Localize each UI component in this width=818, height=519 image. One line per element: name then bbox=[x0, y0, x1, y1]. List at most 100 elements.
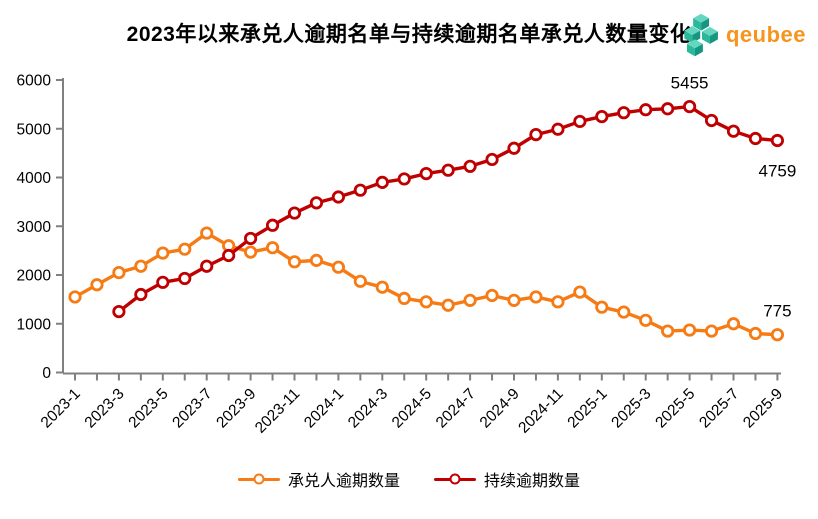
data-point bbox=[156, 246, 170, 260]
data-point bbox=[726, 124, 741, 138]
data-point bbox=[485, 288, 499, 303]
data-point bbox=[134, 259, 148, 273]
svg-text:0: 0 bbox=[42, 365, 51, 382]
data-point bbox=[661, 324, 675, 338]
data-point bbox=[551, 295, 565, 309]
data-point bbox=[770, 328, 785, 342]
svg-text:2023-1: 2023-1 bbox=[38, 385, 84, 431]
svg-text:3000: 3000 bbox=[17, 219, 52, 236]
data-point bbox=[595, 300, 609, 314]
data-point bbox=[507, 141, 521, 155]
svg-text:2024-11: 2024-11 bbox=[515, 385, 566, 436]
data-point bbox=[639, 103, 653, 117]
chart-title: 2023年以来承兑人逾期名单与持续逾期名单承兑人数量变化 bbox=[126, 23, 692, 46]
data-point bbox=[375, 175, 389, 189]
x-axis-labels: 2023-12023-32023-52023-72023-92023-11202… bbox=[38, 385, 787, 436]
data-point bbox=[112, 265, 126, 280]
svg-text:2023-3: 2023-3 bbox=[82, 385, 128, 431]
data-point bbox=[529, 128, 543, 142]
data-point bbox=[748, 131, 763, 146]
svg-text:2025-1: 2025-1 bbox=[564, 385, 610, 431]
data-point bbox=[68, 290, 82, 304]
data-point bbox=[331, 190, 345, 204]
svg-text:6000: 6000 bbox=[17, 73, 52, 90]
legend-marker-icon bbox=[434, 473, 476, 486]
data-point bbox=[375, 280, 389, 294]
qeubee-logo: qeubee bbox=[684, 12, 806, 58]
data-point bbox=[265, 241, 280, 255]
svg-text:2025-5: 2025-5 bbox=[652, 385, 698, 431]
data-point bbox=[397, 291, 411, 305]
data-point bbox=[617, 106, 631, 120]
data-point bbox=[551, 122, 565, 136]
data-point bbox=[419, 295, 433, 309]
series-1-line bbox=[112, 99, 785, 319]
data-point bbox=[639, 313, 653, 327]
svg-text:2025-3: 2025-3 bbox=[608, 385, 654, 431]
data-point bbox=[485, 152, 499, 167]
svg-text:2023-5: 2023-5 bbox=[125, 385, 171, 431]
data-point bbox=[178, 271, 192, 286]
svg-text:2023-7: 2023-7 bbox=[169, 385, 215, 431]
data-point bbox=[309, 253, 324, 267]
svg-text:5000: 5000 bbox=[17, 121, 52, 138]
svg-text:2025-7: 2025-7 bbox=[696, 385, 742, 431]
line-chart-canvas: 01000200030004000500060002023-12023-3202… bbox=[17, 73, 797, 437]
data-point bbox=[704, 113, 719, 128]
axes bbox=[56, 78, 781, 381]
data-point bbox=[682, 99, 697, 114]
data-point bbox=[661, 102, 675, 116]
data-point bbox=[353, 274, 367, 288]
data-point bbox=[265, 218, 280, 232]
legend-item-0: 承兑人逾期数量 bbox=[237, 467, 400, 491]
legend: 承兑人逾期数量 持续逾期数量 bbox=[0, 467, 818, 491]
legend-item-1: 持续逾期数量 bbox=[434, 467, 580, 491]
data-point bbox=[573, 114, 587, 129]
data-point bbox=[353, 183, 367, 197]
svg-text:775: 775 bbox=[763, 302, 791, 321]
data-point bbox=[112, 304, 126, 319]
svg-text:2024-1: 2024-1 bbox=[301, 385, 347, 431]
data-point bbox=[441, 163, 455, 177]
data-point bbox=[287, 206, 302, 220]
data-point bbox=[222, 248, 236, 263]
data-point bbox=[595, 109, 609, 124]
svg-text:4000: 4000 bbox=[17, 170, 52, 187]
y-axis-labels: 0 1000 2000 3000 4000 5000 6000 bbox=[17, 73, 52, 383]
data-point bbox=[463, 293, 477, 307]
data-point bbox=[770, 133, 785, 148]
svg-text:2024-5: 2024-5 bbox=[389, 385, 435, 431]
data-point bbox=[287, 255, 302, 269]
data-point bbox=[529, 290, 543, 304]
svg-text:2000: 2000 bbox=[17, 268, 52, 285]
data-point bbox=[682, 323, 697, 337]
legend-label: 承兑人逾期数量 bbox=[287, 473, 400, 490]
data-point bbox=[573, 285, 587, 299]
legend-label: 持续逾期数量 bbox=[484, 473, 581, 490]
data-point bbox=[200, 226, 214, 240]
svg-text:1000: 1000 bbox=[17, 316, 52, 333]
data-point bbox=[156, 275, 170, 289]
qeubee-cubes-icon bbox=[684, 13, 718, 57]
data-point bbox=[617, 305, 631, 319]
data-point bbox=[748, 326, 763, 341]
data-point bbox=[200, 259, 214, 273]
data-point bbox=[507, 293, 521, 307]
data-point bbox=[134, 287, 148, 302]
data-point bbox=[244, 231, 258, 246]
svg-text:2023-11: 2023-11 bbox=[252, 385, 303, 436]
data-point bbox=[419, 167, 433, 181]
data-point bbox=[178, 242, 192, 256]
data-point bbox=[441, 298, 455, 312]
data-point bbox=[244, 245, 258, 259]
svg-text:4759: 4759 bbox=[758, 161, 796, 180]
data-point bbox=[726, 317, 741, 331]
legend-marker-icon bbox=[237, 473, 280, 486]
svg-text:5455: 5455 bbox=[671, 74, 709, 93]
data-point bbox=[463, 159, 477, 173]
data-labels: 5455 4759 775 bbox=[671, 74, 797, 321]
series-0-line bbox=[68, 226, 785, 342]
data-point bbox=[90, 278, 104, 292]
data-point bbox=[704, 324, 719, 338]
